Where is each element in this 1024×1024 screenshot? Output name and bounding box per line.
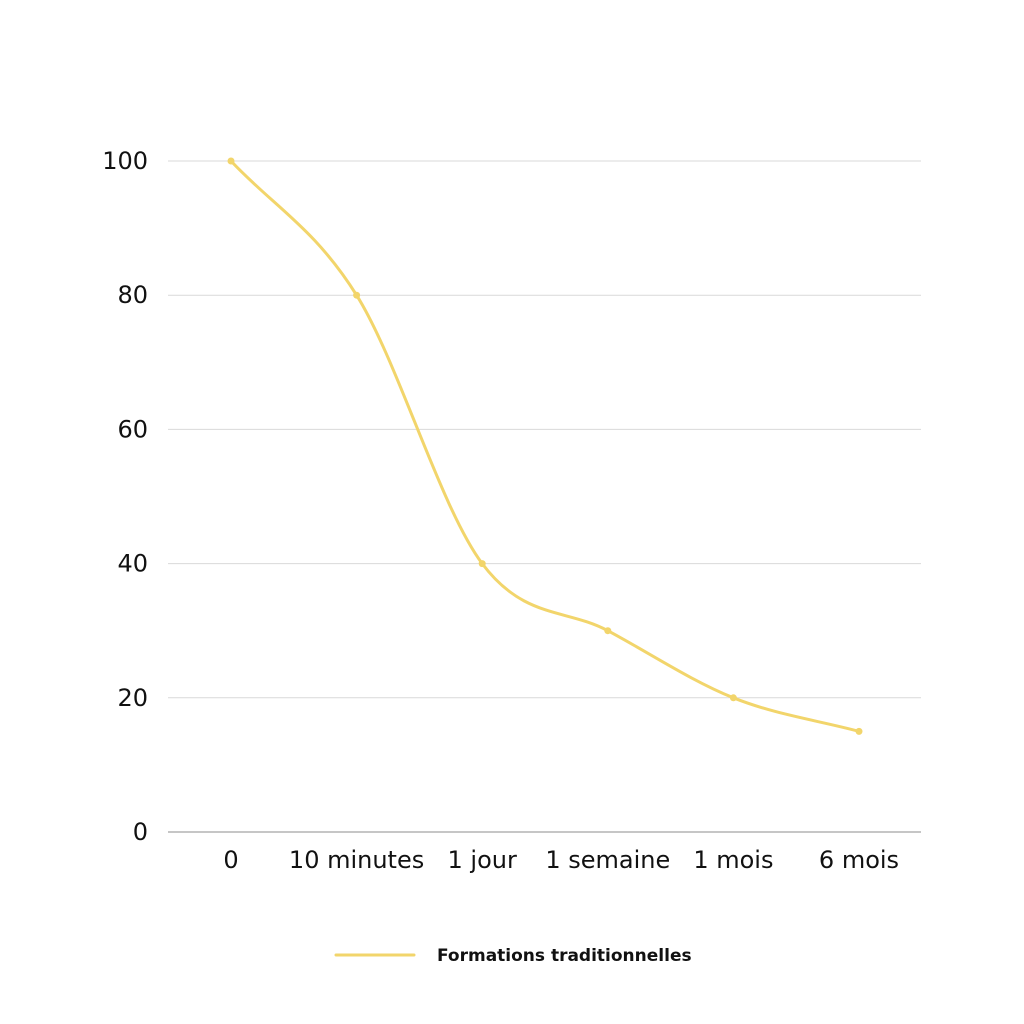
series-layer [227,157,863,735]
y-tick-label: 80 [117,281,148,309]
data-point [729,694,737,702]
data-point [855,727,863,735]
x-tick-label: 0 [223,846,238,874]
y-tick-label: 20 [117,684,148,712]
x-tick-label: 6 mois [819,846,899,874]
y-tick-label: 60 [117,415,148,443]
y-tick-label: 100 [102,147,148,175]
x-tick-label: 1 mois [693,846,773,874]
x-tick-label: 10 minutes [289,846,424,874]
legend-label: Formations traditionnelles [437,946,692,966]
data-point [227,157,235,165]
x-tick-label: 1 semaine [545,846,670,874]
x-tick-label: 1 jour [448,846,517,874]
x-axis-ticks: 0 10 minutes 1 jour 1 semaine 1 mois 6 mois [223,846,899,874]
y-tick-label: 0 [133,818,148,846]
legend: Formations traditionnelles [334,946,692,966]
grid-layer [168,160,921,699]
y-tick-label: 40 [117,550,148,578]
data-point [353,291,361,299]
data-point [478,560,486,568]
series-line [229,159,861,733]
y-axis-ticks: 0 20 40 60 80 100 [102,147,148,846]
data-point [604,627,612,635]
